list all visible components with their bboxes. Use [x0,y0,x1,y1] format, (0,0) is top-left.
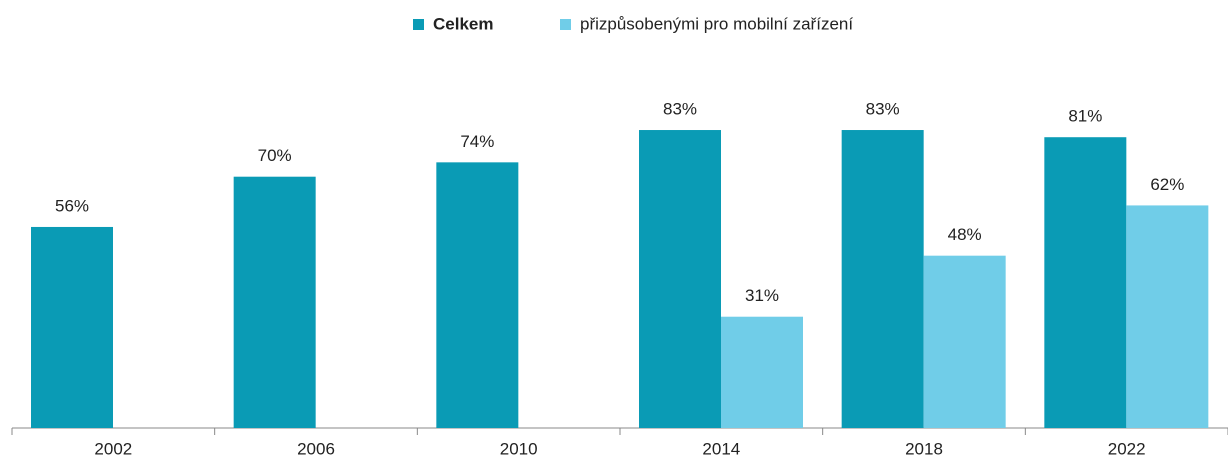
bar [639,130,721,428]
bar [1126,205,1209,428]
x-tick-label: 2022 [1108,439,1146,458]
legend-label: přizpůsobenými pro mobilní zařízení [580,14,853,33]
bar [1044,137,1127,428]
bar [31,226,113,428]
x-tick-label: 2010 [500,439,538,458]
bar [721,316,803,428]
x-tick-label: 2002 [94,439,132,458]
legend-label: Celkem [433,14,493,33]
legend-swatch [413,19,424,30]
value-label: 83% [866,100,900,119]
value-label: 56% [55,196,89,215]
x-tick-label: 2006 [297,439,335,458]
x-tick-label: 2018 [905,439,943,458]
value-label: 31% [745,286,779,305]
x-tick-label: 2014 [702,439,740,458]
bar [436,162,519,428]
value-label: 83% [663,100,697,119]
value-label: 62% [1150,175,1184,194]
value-label: 70% [258,146,292,165]
bar [841,130,924,428]
value-label: 81% [1068,107,1102,126]
bar [923,255,1006,428]
bar [233,176,316,428]
value-label: 48% [948,225,982,244]
value-label: 74% [460,132,494,151]
legend-swatch [560,19,571,30]
